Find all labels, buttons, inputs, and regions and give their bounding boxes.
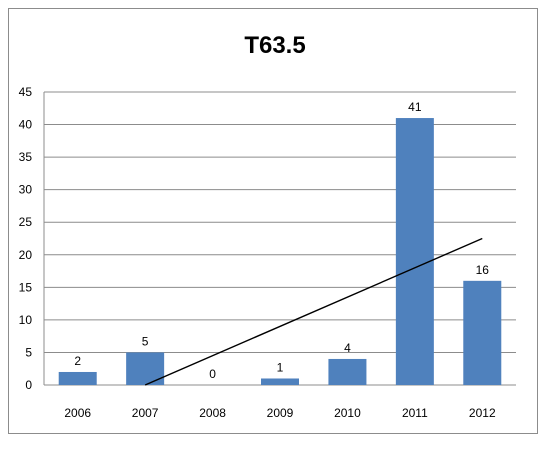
x-tick-label-2012: 2012 [469, 406, 496, 420]
bar-2009 [261, 378, 299, 385]
x-tick-label-2008: 2008 [199, 406, 226, 420]
bar-2012 [463, 280, 502, 385]
chart-frame [8, 8, 538, 434]
data-label-2010: 4 [344, 341, 351, 355]
y-tick-label: 40 [19, 118, 33, 132]
bar-2011 [395, 118, 434, 386]
y-tick-label: 0 [25, 378, 32, 392]
bar-2010 [328, 358, 367, 385]
bar-2007 [126, 352, 165, 385]
data-label-2007: 5 [142, 334, 149, 348]
x-tick-label-2009: 2009 [267, 406, 294, 420]
y-tick-label: 15 [19, 280, 33, 294]
y-tick-label: 20 [19, 248, 33, 262]
gridlines [43, 91, 516, 386]
data-label-2008: 0 [209, 367, 216, 381]
x-tick-label-2007: 2007 [132, 406, 159, 420]
x-tick-label-2006: 2006 [64, 406, 91, 420]
data-label-2009: 1 [277, 360, 284, 374]
data-label-2012: 16 [476, 263, 490, 277]
x-tick-label-2010: 2010 [334, 406, 361, 420]
trendline-group [144, 237, 483, 386]
data-label-2011: 41 [408, 100, 422, 114]
data-label-2006: 2 [74, 354, 81, 368]
y-tick-label: 30 [19, 183, 33, 197]
bar-2006 [58, 371, 97, 385]
bars [58, 118, 502, 386]
data-labels: 2 5 0 1 4 41 16 [74, 100, 489, 381]
y-tick-label: 35 [19, 150, 33, 164]
y-tick-label: 5 [25, 345, 32, 359]
x-axis-ticks: 2006 2007 2008 2009 2010 2011 2012 [64, 406, 496, 420]
x-tick-label-2011: 2011 [402, 406, 428, 420]
y-axis-ticks: 0 5 10 15 20 25 30 35 40 45 [19, 85, 33, 392]
trendline [144, 237, 483, 386]
chart-title: T63.5 [244, 32, 306, 59]
y-tick-label: 10 [19, 313, 33, 327]
y-tick-label: 25 [19, 215, 33, 229]
y-tick-label: 45 [19, 85, 33, 99]
